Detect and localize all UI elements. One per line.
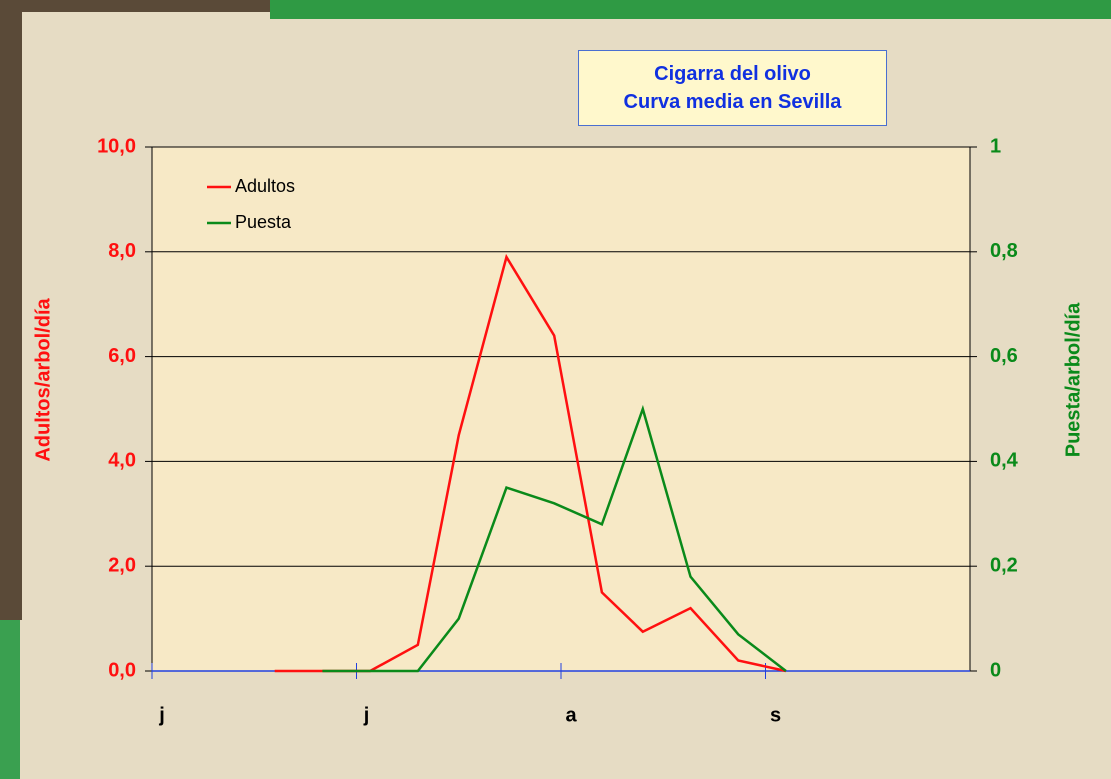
x-tick-label: j <box>363 704 370 726</box>
y-tick-label: 8,0 <box>108 240 136 262</box>
y-tick-label: 0,0 <box>108 659 136 681</box>
legend-label: Puesta <box>235 212 292 232</box>
chart-title: Curva media en Sevilla <box>624 88 842 116</box>
title-box: Cigarra del olivo Curva media en Sevilla <box>578 50 887 126</box>
y-tick-label: 10,0 <box>97 135 136 157</box>
y2-tick-label: 1 <box>990 135 1001 157</box>
y2-tick-label: 0,6 <box>990 345 1018 367</box>
y2-tick-label: 0,8 <box>990 240 1018 262</box>
y2-tick-label: 0 <box>990 659 1001 681</box>
chart-title: Cigarra del olivo <box>654 60 811 88</box>
top-band <box>270 0 1111 19</box>
left-band <box>0 620 20 779</box>
x-tick-label: a <box>565 704 577 726</box>
legend-label: Adultos <box>235 176 295 196</box>
slide: Adultos/arbol/día Puesta/arbol/día 0,0 2,… <box>0 0 1111 779</box>
x-tick-label: s <box>770 704 781 726</box>
y-tick-label: 6,0 <box>108 345 136 367</box>
y-tick-label: 2,0 <box>108 554 136 576</box>
y2-tick-label: 0,2 <box>990 554 1018 576</box>
x-tick-label: j <box>158 704 165 726</box>
y-tick-label: 4,0 <box>108 450 136 472</box>
y2-axis-title: Puesta/arbol/día <box>1062 302 1084 457</box>
photo-strip <box>0 0 22 620</box>
y-axis-title: Adultos/arbol/día <box>32 297 54 461</box>
photo-strip-top <box>0 0 270 12</box>
chart: Adultos/arbol/día Puesta/arbol/día 0,0 2,… <box>0 0 1111 779</box>
y2-tick-label: 0,4 <box>990 450 1019 472</box>
